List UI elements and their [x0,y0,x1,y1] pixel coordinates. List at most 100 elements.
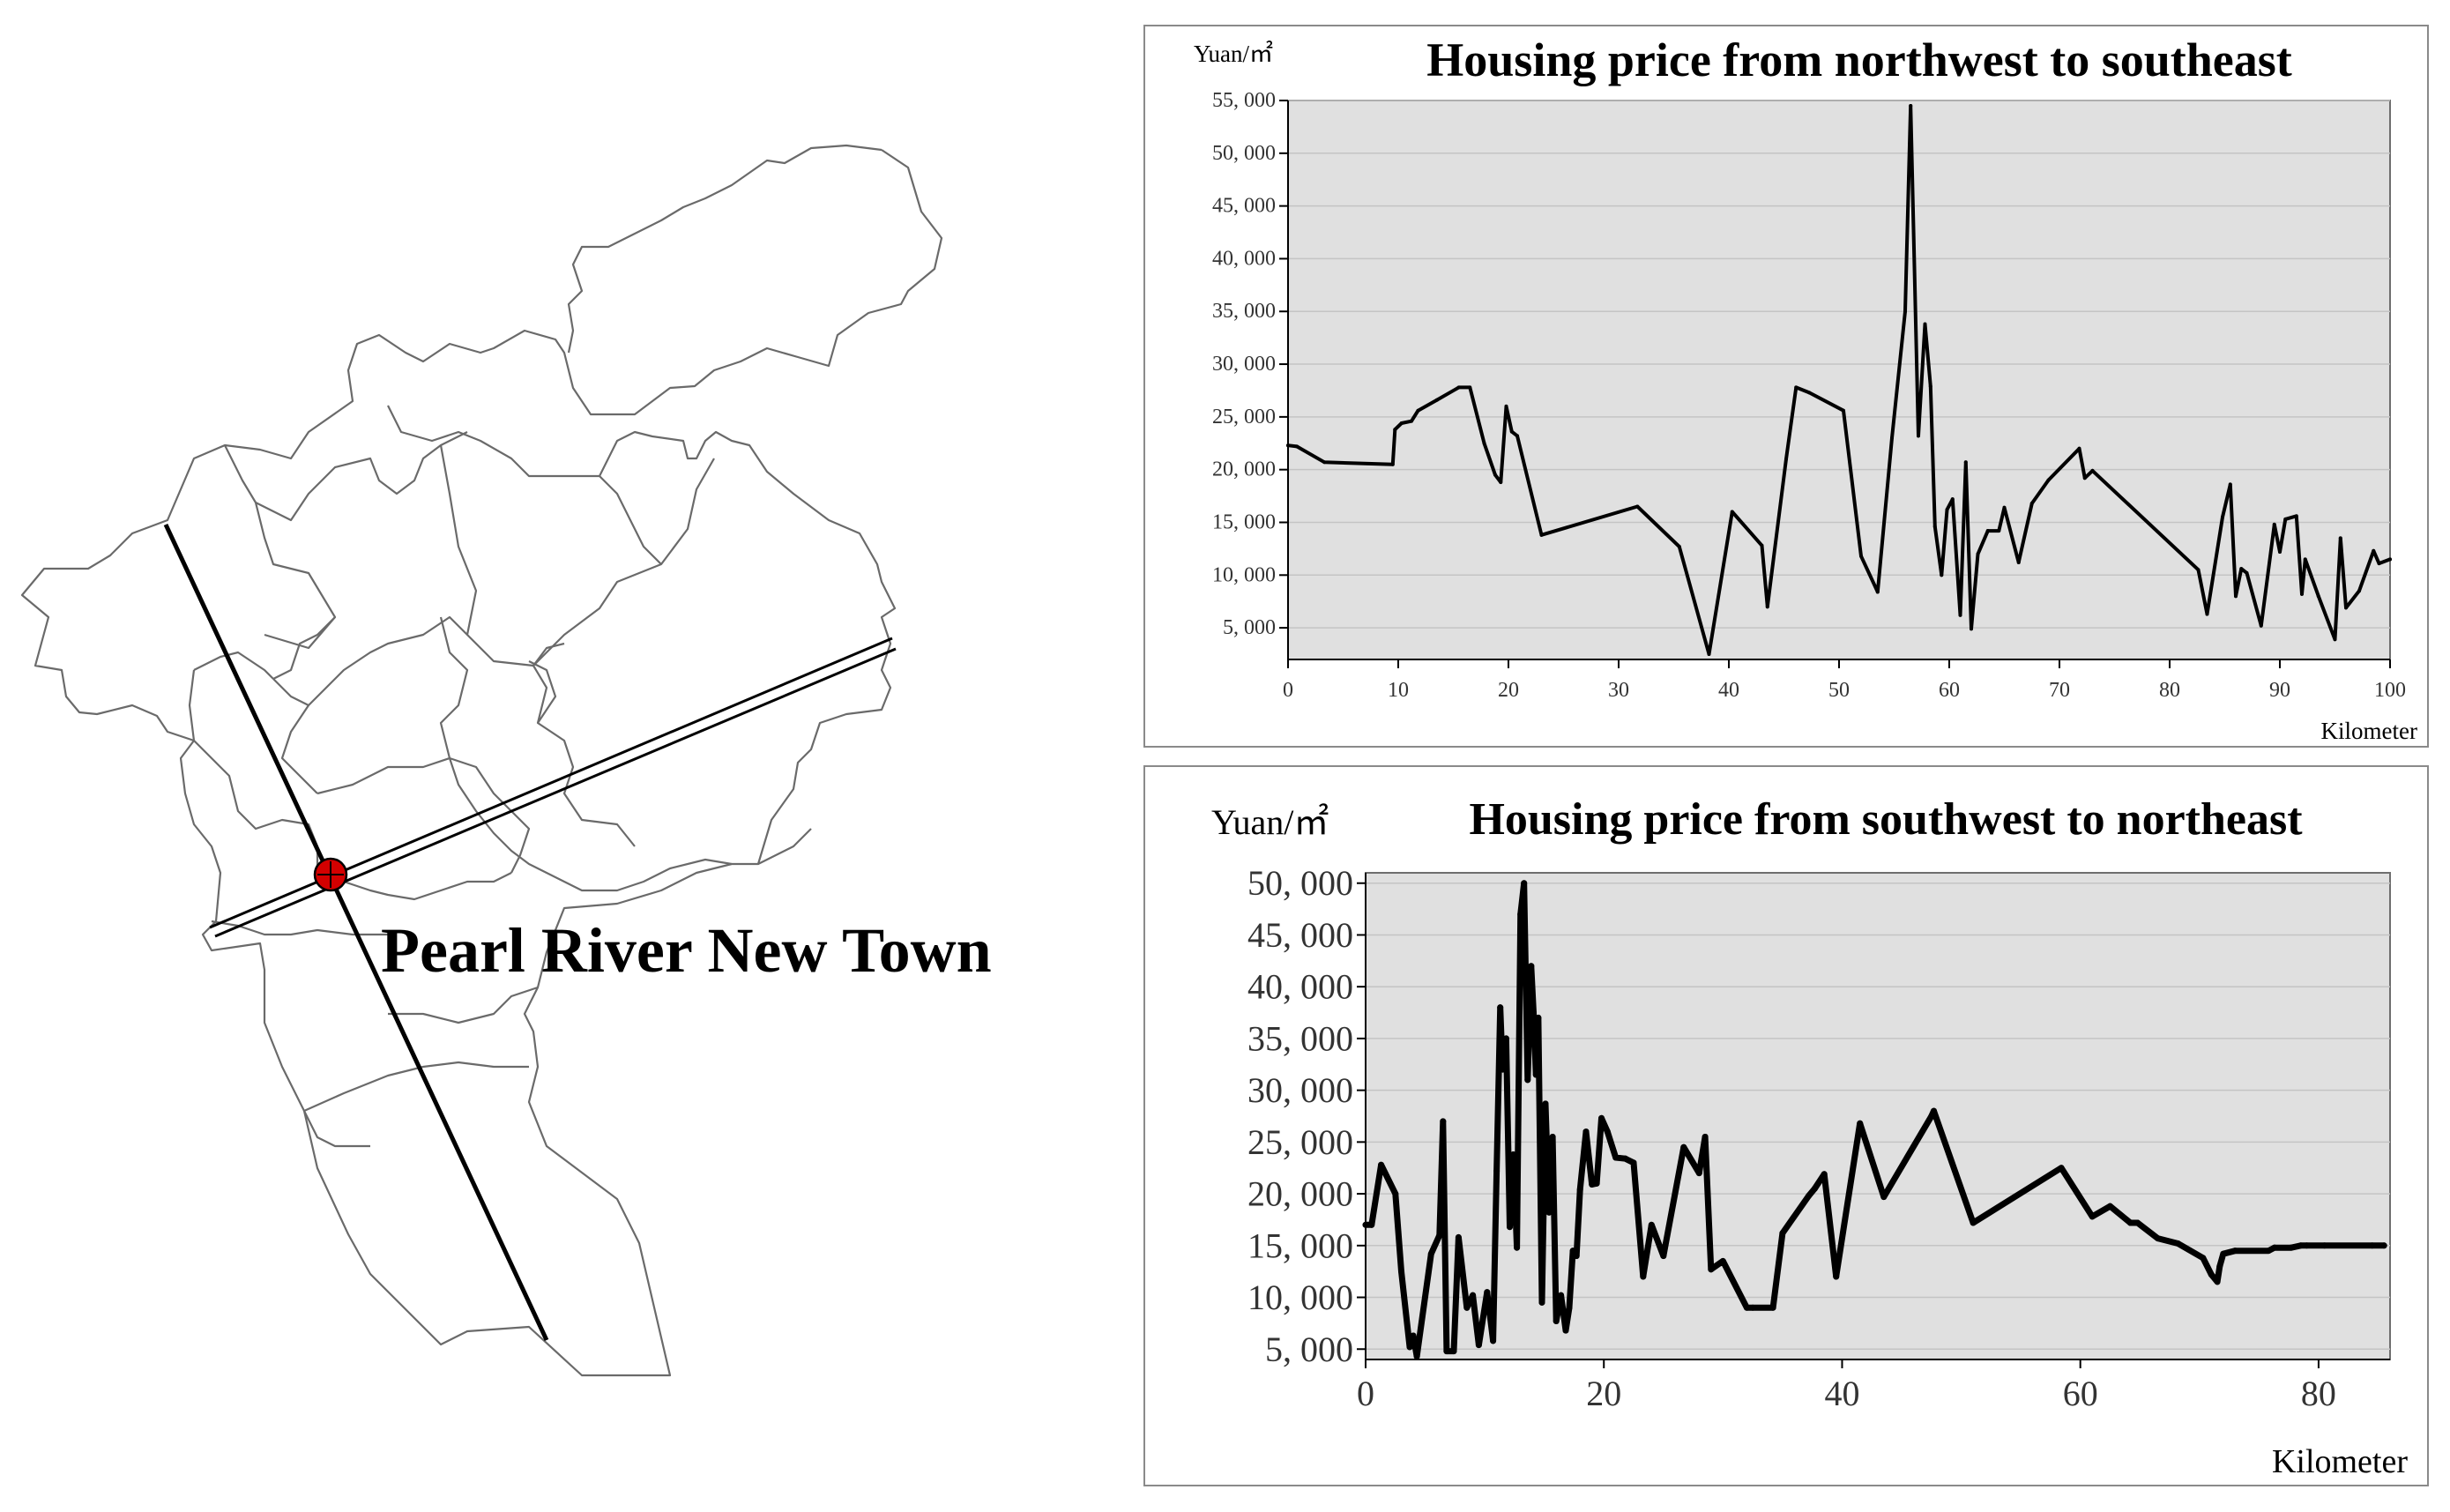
data-point [1463,1304,1471,1311]
data-point [2316,594,2320,599]
data-point [1410,419,1413,423]
data-point [2029,501,2034,505]
x-tick-label: 50 [1828,679,1850,702]
data-point [2082,476,2087,480]
map-outer-boundary [20,149,943,1377]
y-axis-label: Yuan/㎡ [1194,41,1273,67]
transect-nw-se [163,523,549,1342]
data-point [1378,1161,1385,1168]
data-point [2214,1278,2221,1285]
data-point [2377,562,2381,566]
y-tick-label: 50, 000 [1247,863,1353,903]
data-point [1390,462,1395,466]
x-tick-label: 60 [1939,679,1960,702]
data-point [1497,1004,1504,1011]
data-point [1604,1128,1611,1136]
data-point [1928,1113,1935,1120]
y-tick-label: 35, 000 [1212,300,1276,323]
data-point [1322,460,1327,465]
data-point [1456,385,1461,390]
data-point [1532,1071,1539,1078]
data-point [2155,1235,2162,1242]
data-point [1909,103,1913,108]
data-point [1833,1273,1840,1280]
data-point [2278,549,2282,554]
data-point [1514,1244,1521,1251]
data-point [1635,504,1640,509]
data-point [1427,1250,1434,1257]
data-point [1582,1128,1590,1136]
district-map: Pearl River New Town [0,0,1128,1512]
data-point [2221,515,2224,519]
data-point [1504,404,1508,408]
data-point [1749,1304,1756,1311]
data-point [2369,1242,2376,1249]
data-point [1538,1299,1545,1306]
data-point [1558,1292,1565,1299]
data-point [1470,1292,1477,1299]
data-point [1455,1233,1462,1240]
data-point [1542,1100,1549,1107]
data-point [2321,1242,2328,1249]
data-point [1295,444,1299,449]
data-point [1880,1194,1888,1201]
data-point [2231,1248,2238,1255]
y-tick-label: 30, 000 [1212,353,1276,376]
y-tick-label: 45, 000 [1212,195,1276,218]
data-point [2216,1262,2223,1270]
data-point [1928,384,1932,389]
data-point [2333,637,2337,642]
data-point [2372,548,2376,553]
y-tick-label: 50, 000 [1212,142,1276,165]
data-point [2271,1244,2278,1251]
data-point [2239,567,2244,571]
data-point [1708,1266,1715,1273]
chart-southwest-northeast: 5, 000 10, 000 15, 000 20, 000 25, 000 30, 00… [1143,765,2429,1486]
y-tick-label: 35, 000 [1247,1018,1353,1058]
data-point [2089,1213,2096,1220]
x-tick-label: 0 [1283,679,1293,702]
data-point [1566,1304,1573,1311]
data-point [1779,1230,1786,1237]
x-tick-label: 70 [2049,679,2070,702]
data-point [2126,1219,2134,1226]
data-point [2283,517,2288,521]
map-label-pearl-river-new-town: Pearl River New Town [381,915,992,986]
data-point [1506,1224,1513,1231]
data-point [1695,1170,1702,1177]
x-tick-label: 30 [1608,679,1629,702]
y-tick-label: 10, 000 [1212,563,1276,586]
data-point [1502,1035,1509,1042]
data-point [1530,1009,1538,1017]
data-point [2303,1242,2310,1249]
x-axis-label: Kilometer [2272,1443,2408,1480]
data-point [1857,1120,1864,1127]
x-tick-label: 60 [2063,1374,2098,1413]
x-tick-label: 90 [2269,679,2290,702]
data-point [1393,428,1397,432]
data-point [1569,1248,1576,1255]
data-point [1521,880,1528,887]
data-point [1499,480,1503,485]
data-point [1562,1327,1569,1334]
data-point [1589,1181,1596,1188]
data-point [1794,385,1798,390]
data-point [2294,514,2298,518]
data-point [1719,1257,1726,1264]
data-point [1286,443,1290,448]
y-tick-label: 5, 000 [1223,616,1276,639]
data-point [1573,1253,1580,1260]
y-tick-label: 55, 000 [1212,89,1276,112]
data-point [1940,573,1944,577]
chart-title: Housing price from northwest to southeas… [1426,34,2291,86]
data-point [2303,557,2307,562]
data-point [2002,505,2007,510]
data-point [1484,1289,1491,1296]
data-point [2058,1165,2065,1172]
data-point [1997,529,2001,533]
data-point [2208,1271,2215,1278]
data-point [1443,1348,1450,1355]
data-point [2272,522,2276,526]
y-tick-label: 40, 000 [1212,247,1276,270]
data-point [1769,1304,1776,1311]
